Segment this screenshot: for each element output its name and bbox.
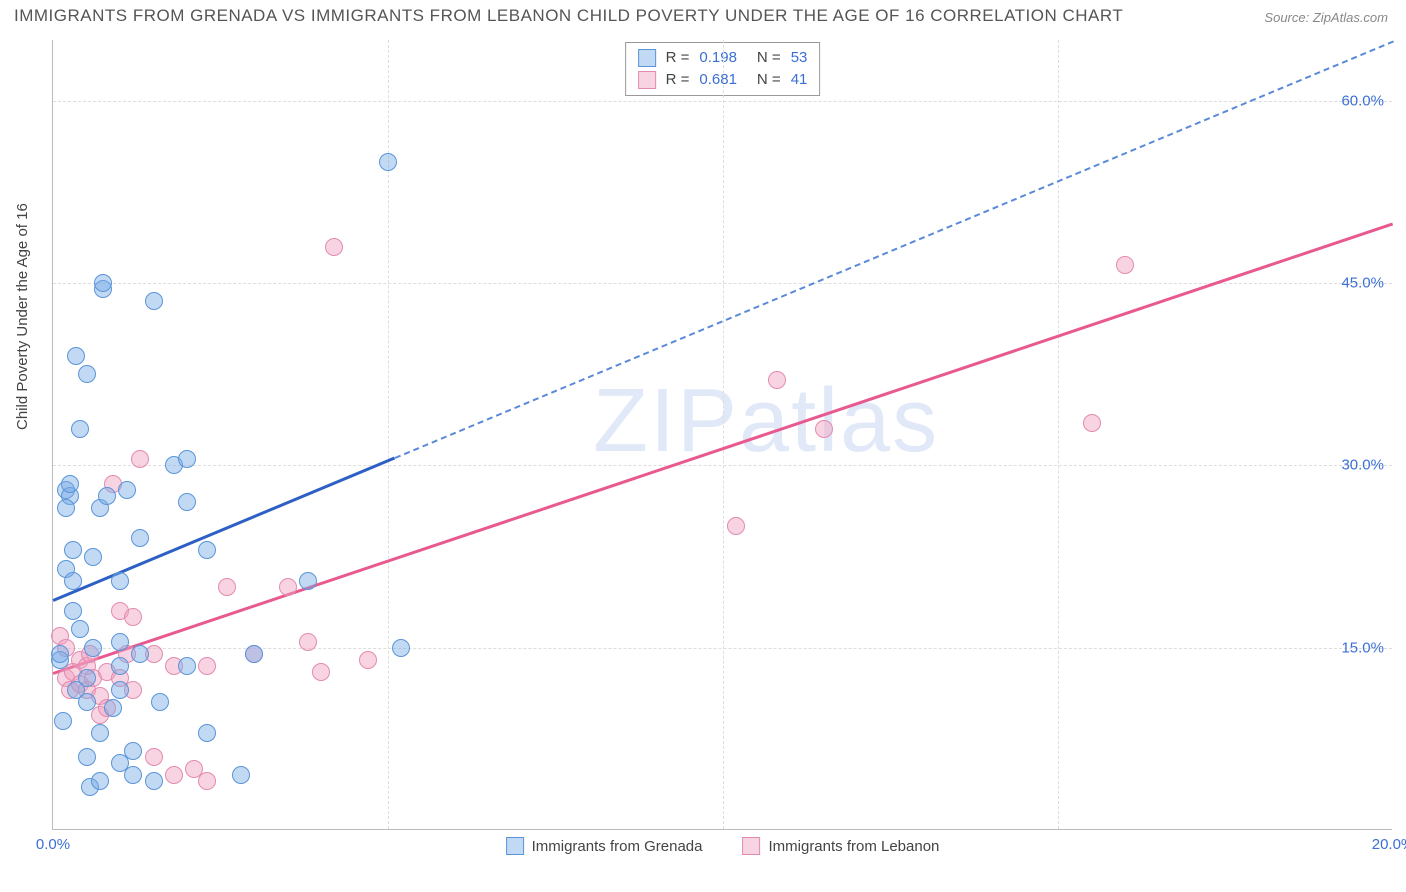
- swatch-pink-icon: [638, 71, 656, 89]
- data-point-grenada: [64, 541, 82, 559]
- chart-title: IMMIGRANTS FROM GRENADA VS IMMIGRANTS FR…: [14, 6, 1123, 26]
- data-point-grenada: [245, 645, 263, 663]
- data-point-grenada: [84, 639, 102, 657]
- data-point-grenada: [145, 772, 163, 790]
- data-point-grenada: [145, 292, 163, 310]
- data-point-grenada: [392, 639, 410, 657]
- data-point-grenada: [232, 766, 250, 784]
- y-tick-label: 60.0%: [1341, 92, 1384, 109]
- data-point-lebanon: [1116, 256, 1134, 274]
- data-point-grenada: [111, 681, 129, 699]
- data-point-grenada: [57, 499, 75, 517]
- data-point-grenada: [54, 712, 72, 730]
- data-point-grenada: [124, 742, 142, 760]
- data-point-grenada: [51, 645, 69, 663]
- x-tick-label: 0.0%: [36, 836, 70, 853]
- data-point-grenada: [71, 420, 89, 438]
- data-point-grenada: [124, 766, 142, 784]
- data-point-grenada: [131, 529, 149, 547]
- trend-line: [394, 40, 1393, 458]
- data-point-grenada: [67, 347, 85, 365]
- data-point-grenada: [91, 724, 109, 742]
- data-point-lebanon: [218, 578, 236, 596]
- gridline-vertical: [1058, 40, 1059, 829]
- swatch-pink-icon: [742, 837, 760, 855]
- data-point-grenada: [67, 681, 85, 699]
- data-point-lebanon: [279, 578, 297, 596]
- data-point-grenada: [151, 693, 169, 711]
- data-point-lebanon: [815, 420, 833, 438]
- data-point-grenada: [111, 572, 129, 590]
- data-point-grenada: [78, 748, 96, 766]
- data-point-grenada: [61, 475, 79, 493]
- data-point-lebanon: [325, 238, 343, 256]
- y-tick-label: 30.0%: [1341, 457, 1384, 474]
- watermark: ZIPatlas: [593, 370, 939, 473]
- x-tick-label: 20.0%: [1372, 836, 1406, 853]
- data-point-lebanon: [198, 772, 216, 790]
- data-point-grenada: [198, 724, 216, 742]
- data-point-grenada: [178, 493, 196, 511]
- source-attribution: Source: ZipAtlas.com: [1264, 10, 1388, 25]
- data-point-lebanon: [1083, 414, 1101, 432]
- data-point-grenada: [131, 645, 149, 663]
- data-point-grenada: [111, 633, 129, 651]
- data-point-grenada: [299, 572, 317, 590]
- data-point-lebanon: [727, 517, 745, 535]
- y-tick-label: 15.0%: [1341, 639, 1384, 656]
- legend-item-lebanon: Immigrants from Lebanon: [742, 837, 939, 855]
- data-point-grenada: [104, 699, 122, 717]
- data-point-grenada: [379, 153, 397, 171]
- data-point-grenada: [78, 365, 96, 383]
- data-point-grenada: [84, 548, 102, 566]
- data-point-grenada: [71, 620, 89, 638]
- y-tick-label: 45.0%: [1341, 275, 1384, 292]
- data-point-lebanon: [299, 633, 317, 651]
- chart-plot-area: ZIPatlas R = 0.198 N = 53 R = 0.681 N = …: [52, 40, 1392, 830]
- data-point-lebanon: [131, 450, 149, 468]
- data-point-grenada: [118, 481, 136, 499]
- data-point-lebanon: [359, 651, 377, 669]
- y-axis-label: Child Poverty Under the Age of 16: [14, 203, 31, 430]
- swatch-blue-icon: [638, 49, 656, 67]
- data-point-grenada: [111, 657, 129, 675]
- data-point-grenada: [64, 572, 82, 590]
- data-point-grenada: [178, 450, 196, 468]
- swatch-blue-icon: [506, 837, 524, 855]
- legend-item-grenada: Immigrants from Grenada: [506, 837, 703, 855]
- data-point-lebanon: [124, 608, 142, 626]
- gridline-vertical: [723, 40, 724, 829]
- data-point-lebanon: [165, 766, 183, 784]
- data-point-lebanon: [312, 663, 330, 681]
- bottom-legend: Immigrants from Grenada Immigrants from …: [506, 837, 940, 855]
- data-point-grenada: [94, 274, 112, 292]
- data-point-grenada: [98, 487, 116, 505]
- data-point-lebanon: [145, 748, 163, 766]
- data-point-grenada: [198, 541, 216, 559]
- data-point-grenada: [64, 602, 82, 620]
- data-point-lebanon: [768, 371, 786, 389]
- data-point-grenada: [178, 657, 196, 675]
- data-point-grenada: [91, 772, 109, 790]
- data-point-lebanon: [198, 657, 216, 675]
